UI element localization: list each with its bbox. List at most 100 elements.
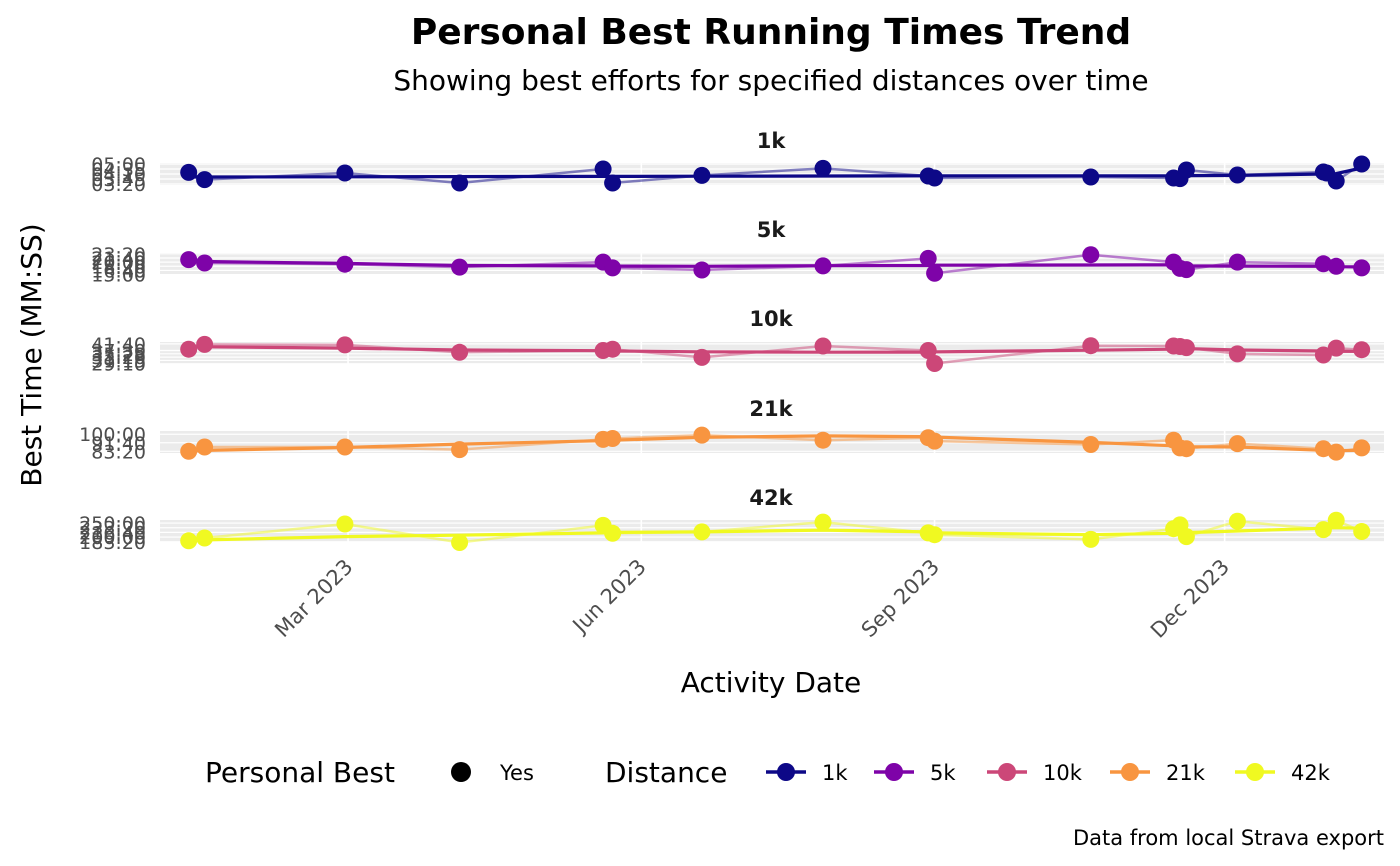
y-tick-label: 05:00 bbox=[91, 154, 146, 176]
data-point-5k bbox=[919, 249, 937, 267]
chart-title: Personal Best Running Times Trend bbox=[411, 12, 1131, 53]
y-tick-label: 18:20 bbox=[91, 256, 146, 278]
data-point-21k bbox=[1177, 440, 1195, 458]
data-point-5k bbox=[180, 251, 198, 269]
legend-shape-key bbox=[451, 762, 471, 782]
data-point-1k bbox=[451, 174, 469, 192]
legend-color-items: 1k 5k 10k 21k 42k bbox=[766, 761, 1331, 785]
y-axis-title: Best Time (MM:SS) bbox=[15, 223, 48, 486]
data-point-5k bbox=[196, 254, 214, 272]
data-point-21k bbox=[336, 438, 354, 456]
y-tick-label: 29:10 bbox=[91, 354, 146, 376]
legend-key-point bbox=[777, 763, 795, 781]
legend-label: 5k bbox=[930, 761, 956, 785]
data-point-5k bbox=[1177, 261, 1195, 279]
x-tick-label: Mar 2023 bbox=[270, 555, 358, 643]
x-axis-title: Activity Date bbox=[681, 666, 862, 699]
legend-color-title: Distance bbox=[605, 756, 727, 789]
y-tick-label: 83:20 bbox=[91, 441, 146, 463]
data-point-10k bbox=[1177, 339, 1195, 357]
data-point-5k bbox=[814, 257, 832, 275]
data-point-5k bbox=[693, 261, 711, 279]
data-point-5k bbox=[1327, 257, 1345, 275]
data-point-5k bbox=[1353, 259, 1371, 277]
data-point-10k bbox=[336, 336, 354, 354]
legend-key-point bbox=[885, 763, 903, 781]
data-point-1k bbox=[180, 163, 198, 181]
chart-caption: Data from local Strava export bbox=[1073, 826, 1384, 850]
data-point-1k bbox=[594, 160, 612, 178]
data-point-1k bbox=[814, 159, 832, 177]
facet-label-10k: 10k bbox=[749, 307, 793, 331]
data-point-21k bbox=[604, 430, 622, 447]
data-point-10k bbox=[1314, 346, 1332, 364]
y-tick-label: 91:40 bbox=[91, 433, 146, 455]
data-point-42k bbox=[1082, 530, 1100, 548]
facet-label-21k: 21k bbox=[749, 397, 793, 421]
data-point-5k bbox=[1082, 246, 1100, 264]
legend-label: 1k bbox=[822, 761, 848, 785]
facet-label-42k: 42k bbox=[749, 486, 793, 510]
data-point-5k bbox=[926, 264, 944, 282]
y-tick-label: 200:00 bbox=[79, 527, 146, 549]
data-point-5k bbox=[1228, 253, 1246, 271]
facet-label-1k: 1k bbox=[757, 129, 787, 153]
data-point-10k bbox=[180, 340, 198, 358]
y-tick-label: 233:20 bbox=[79, 518, 146, 540]
y-tick-label: 03:45 bbox=[91, 169, 146, 191]
data-point-21k bbox=[1314, 440, 1332, 458]
data-point-42k bbox=[336, 515, 354, 533]
data-point-21k bbox=[180, 442, 198, 460]
y-tick-label: 183:20 bbox=[79, 532, 146, 554]
data-point-1k bbox=[1177, 161, 1195, 179]
x-tick-label: Sep 2023 bbox=[857, 555, 944, 642]
legend-item-21k: 21k bbox=[1110, 761, 1206, 785]
data-point-21k bbox=[926, 432, 944, 450]
data-point-10k bbox=[1327, 339, 1345, 357]
data-point-42k bbox=[180, 532, 198, 550]
x-tick-label: Jun 2023 bbox=[567, 555, 651, 639]
facet-label-5k: 5k bbox=[757, 218, 787, 242]
data-point-21k bbox=[1353, 439, 1371, 457]
data-point-42k bbox=[1228, 512, 1246, 530]
legend-item-42k: 42k bbox=[1235, 761, 1331, 785]
data-point-10k bbox=[814, 337, 832, 355]
data-point-10k bbox=[1353, 341, 1371, 359]
data-point-1k bbox=[604, 174, 622, 192]
data-point-10k bbox=[604, 340, 622, 358]
data-point-42k bbox=[1177, 528, 1195, 546]
data-point-1k bbox=[1228, 166, 1246, 184]
data-point-5k bbox=[1314, 255, 1332, 273]
data-point-10k bbox=[919, 342, 937, 359]
data-point-42k bbox=[1327, 511, 1345, 529]
data-point-21k bbox=[1082, 436, 1100, 453]
legend-item-10k: 10k bbox=[987, 761, 1083, 785]
legend-item-5k: 5k bbox=[874, 761, 956, 785]
data-point-42k bbox=[814, 513, 832, 531]
y-tick-label: 33:20 bbox=[91, 347, 146, 369]
data-point-21k bbox=[451, 441, 469, 459]
data-point-5k bbox=[336, 255, 354, 273]
legend-shape-title: Personal Best bbox=[205, 756, 395, 789]
data-point-1k bbox=[196, 171, 214, 189]
data-point-1k bbox=[1082, 168, 1100, 186]
data-point-1k bbox=[1327, 172, 1345, 190]
y-tick-label: 216:40 bbox=[79, 522, 146, 544]
legend-shape-label: Yes bbox=[499, 761, 534, 785]
data-point-42k bbox=[926, 526, 944, 544]
x-tick-label: Dec 2023 bbox=[1146, 555, 1234, 643]
data-point-42k bbox=[693, 523, 711, 541]
legend-label: 10k bbox=[1043, 761, 1083, 785]
y-tick-label: 31:15 bbox=[91, 350, 146, 372]
legend-item-1k: 1k bbox=[766, 761, 848, 785]
y-tick-label: 20:00 bbox=[91, 252, 146, 274]
y-tick-label: 23:20 bbox=[91, 244, 146, 266]
y-tick-label: 16:40 bbox=[91, 260, 146, 282]
data-point-10k bbox=[196, 335, 214, 353]
data-point-42k bbox=[604, 524, 622, 542]
